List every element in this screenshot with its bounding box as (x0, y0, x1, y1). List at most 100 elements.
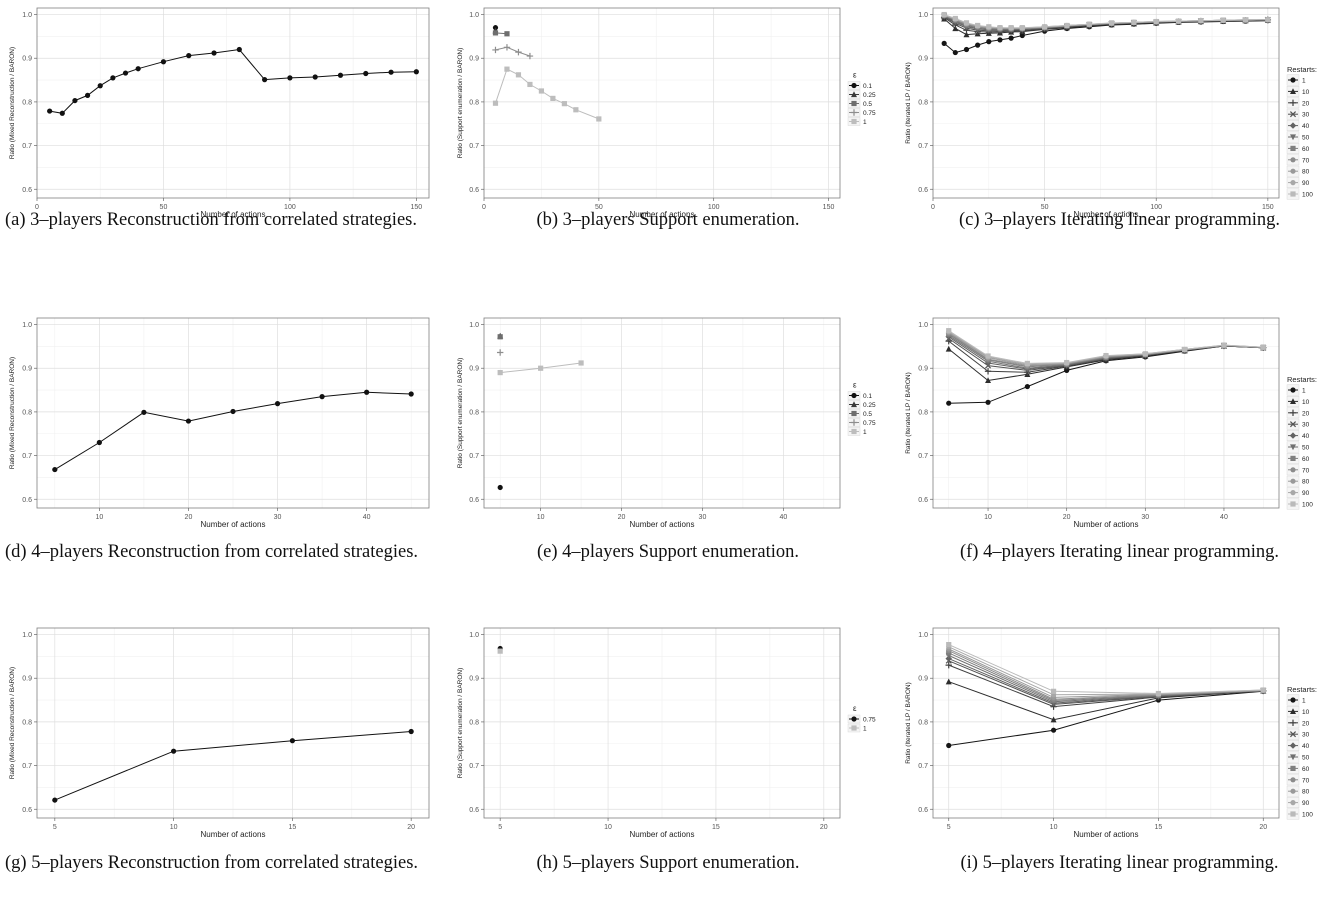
y-tick-label: 0.6 (469, 497, 479, 504)
y-tick-label: 0.9 (22, 366, 32, 373)
x-tick-label: 30 (699, 514, 707, 521)
data-point (85, 93, 90, 98)
legend-marker (1290, 501, 1295, 506)
series-group (941, 12, 1271, 55)
data-point (1261, 345, 1266, 350)
caption-a: (a) 3–players Reconstruction from correl… (5, 209, 447, 232)
legend-label: 30 (1302, 732, 1310, 739)
data-point (230, 409, 235, 414)
y-axis-label: Ratio (Support enumeration / BARON) (457, 358, 464, 469)
chart-panel-g: 0.6 0.7 0.8 0.9 1.0 5 10 15 20 Number of actions R… (0, 620, 440, 845)
legend-label: 90 (1302, 800, 1310, 807)
y-tick-label: 0.7 (22, 143, 32, 150)
data-point (985, 353, 990, 358)
x-tick-label: 10 (984, 514, 992, 521)
grid (37, 8, 429, 198)
data-point (975, 23, 980, 28)
data-point (539, 88, 544, 93)
series (493, 30, 510, 36)
series (498, 334, 503, 339)
y-tick-label: 0.6 (469, 807, 479, 814)
x-tick-label: 40 (779, 514, 787, 521)
data-point (1051, 728, 1056, 733)
caption-h: (h) 5–players Support enumeration. (448, 852, 888, 875)
x-tick-label: 20 (1259, 824, 1267, 831)
data-point (409, 391, 414, 396)
legend-label: 60 (1302, 456, 1310, 463)
data-point (1025, 361, 1030, 366)
legend-marker (1290, 697, 1295, 702)
y-tick-label: 1.0 (469, 322, 479, 329)
legend-label: 50 (1302, 445, 1310, 452)
data-point (498, 649, 503, 654)
data-point (986, 24, 991, 29)
chart-g: 0.60.70.80.91.05 10 15 20Number of actionsR… (0, 620, 440, 845)
data-point (52, 467, 57, 472)
data-point (504, 31, 509, 36)
y-tick-label: 1.0 (22, 12, 32, 19)
y-tick-label: 0.9 (469, 366, 479, 373)
legend-label: 10 (1302, 89, 1310, 96)
data-point (52, 797, 57, 802)
series (497, 349, 503, 355)
legend-label: 1 (863, 429, 867, 436)
chart-panel-d: 0.6 0.7 0.8 0.9 1.0 10 20 30 40 Number of actions… (0, 310, 440, 535)
series-line (496, 69, 599, 119)
legend-marker (1290, 766, 1295, 771)
caption-i: (i) 5–players Iterating linear programmi… (896, 852, 1343, 875)
x-tick-label: 20 (185, 514, 193, 521)
chart-d: 0.6 0.7 0.8 0.9 1.0 10 20 30 40 Number of actions… (0, 310, 440, 535)
legend-title: Restarts: (1287, 65, 1317, 74)
data-point (985, 400, 990, 405)
y-tick-label: 1.0 (918, 632, 928, 639)
y-axis-label: Ratio (Iterated LP / BARON) (905, 372, 912, 454)
legend: ε0.10.250.50.751 (848, 71, 876, 127)
legend-label: 40 (1302, 433, 1310, 440)
legend-marker (1290, 777, 1295, 782)
data-point (1182, 347, 1187, 352)
data-point (262, 77, 267, 82)
y-tick-label: 0.8 (22, 719, 32, 726)
data-point (1009, 25, 1014, 30)
legend-label: 100 (1302, 812, 1313, 819)
legend-label: 90 (1302, 180, 1310, 187)
data-point (515, 49, 521, 55)
y-tick-label: 1.0 (22, 632, 32, 639)
data-point (98, 83, 103, 88)
data-point (1087, 22, 1092, 27)
legend-label: 0.75 (863, 717, 876, 724)
data-point (364, 390, 369, 395)
data-point (1025, 384, 1030, 389)
data-point (186, 53, 191, 58)
legend-marker (1290, 169, 1295, 174)
legend-title: ε (853, 704, 857, 713)
data-point (1221, 342, 1226, 347)
data-point (237, 47, 242, 52)
legend-label: 50 (1302, 755, 1310, 762)
y-tick-label: 1.0 (469, 632, 479, 639)
data-point (211, 50, 216, 55)
x-axis-label: Number of actions (1074, 520, 1139, 529)
chart-c: 0.60.70.80.91.00 50 100 150Number of action… (896, 0, 1343, 225)
legend-marker (851, 119, 856, 124)
data-point (123, 70, 128, 75)
data-point (1154, 19, 1159, 24)
legend-label: 20 (1302, 100, 1310, 107)
series (498, 485, 503, 490)
x-axis-label: Number of actions (630, 520, 695, 529)
data-point (414, 69, 419, 74)
y-tick-label: 0.7 (918, 763, 928, 770)
data-point (409, 729, 414, 734)
y-tick-label: 0.7 (918, 453, 928, 460)
legend-marker (1290, 800, 1295, 805)
legend-title: ε (853, 381, 857, 390)
data-point (498, 485, 503, 490)
y-tick-label: 0.6 (918, 187, 928, 194)
caption-g: (g) 5–players Reconstruction from correl… (5, 852, 447, 875)
x-tick-label: 10 (170, 824, 178, 831)
x-tick-label: 10 (1050, 824, 1058, 831)
data-point (493, 101, 498, 106)
chart-a: 0.60.70.80.91.00 50 100 150Number of action… (0, 0, 440, 225)
legend-label: 100 (1302, 502, 1313, 509)
data-point (596, 116, 601, 121)
